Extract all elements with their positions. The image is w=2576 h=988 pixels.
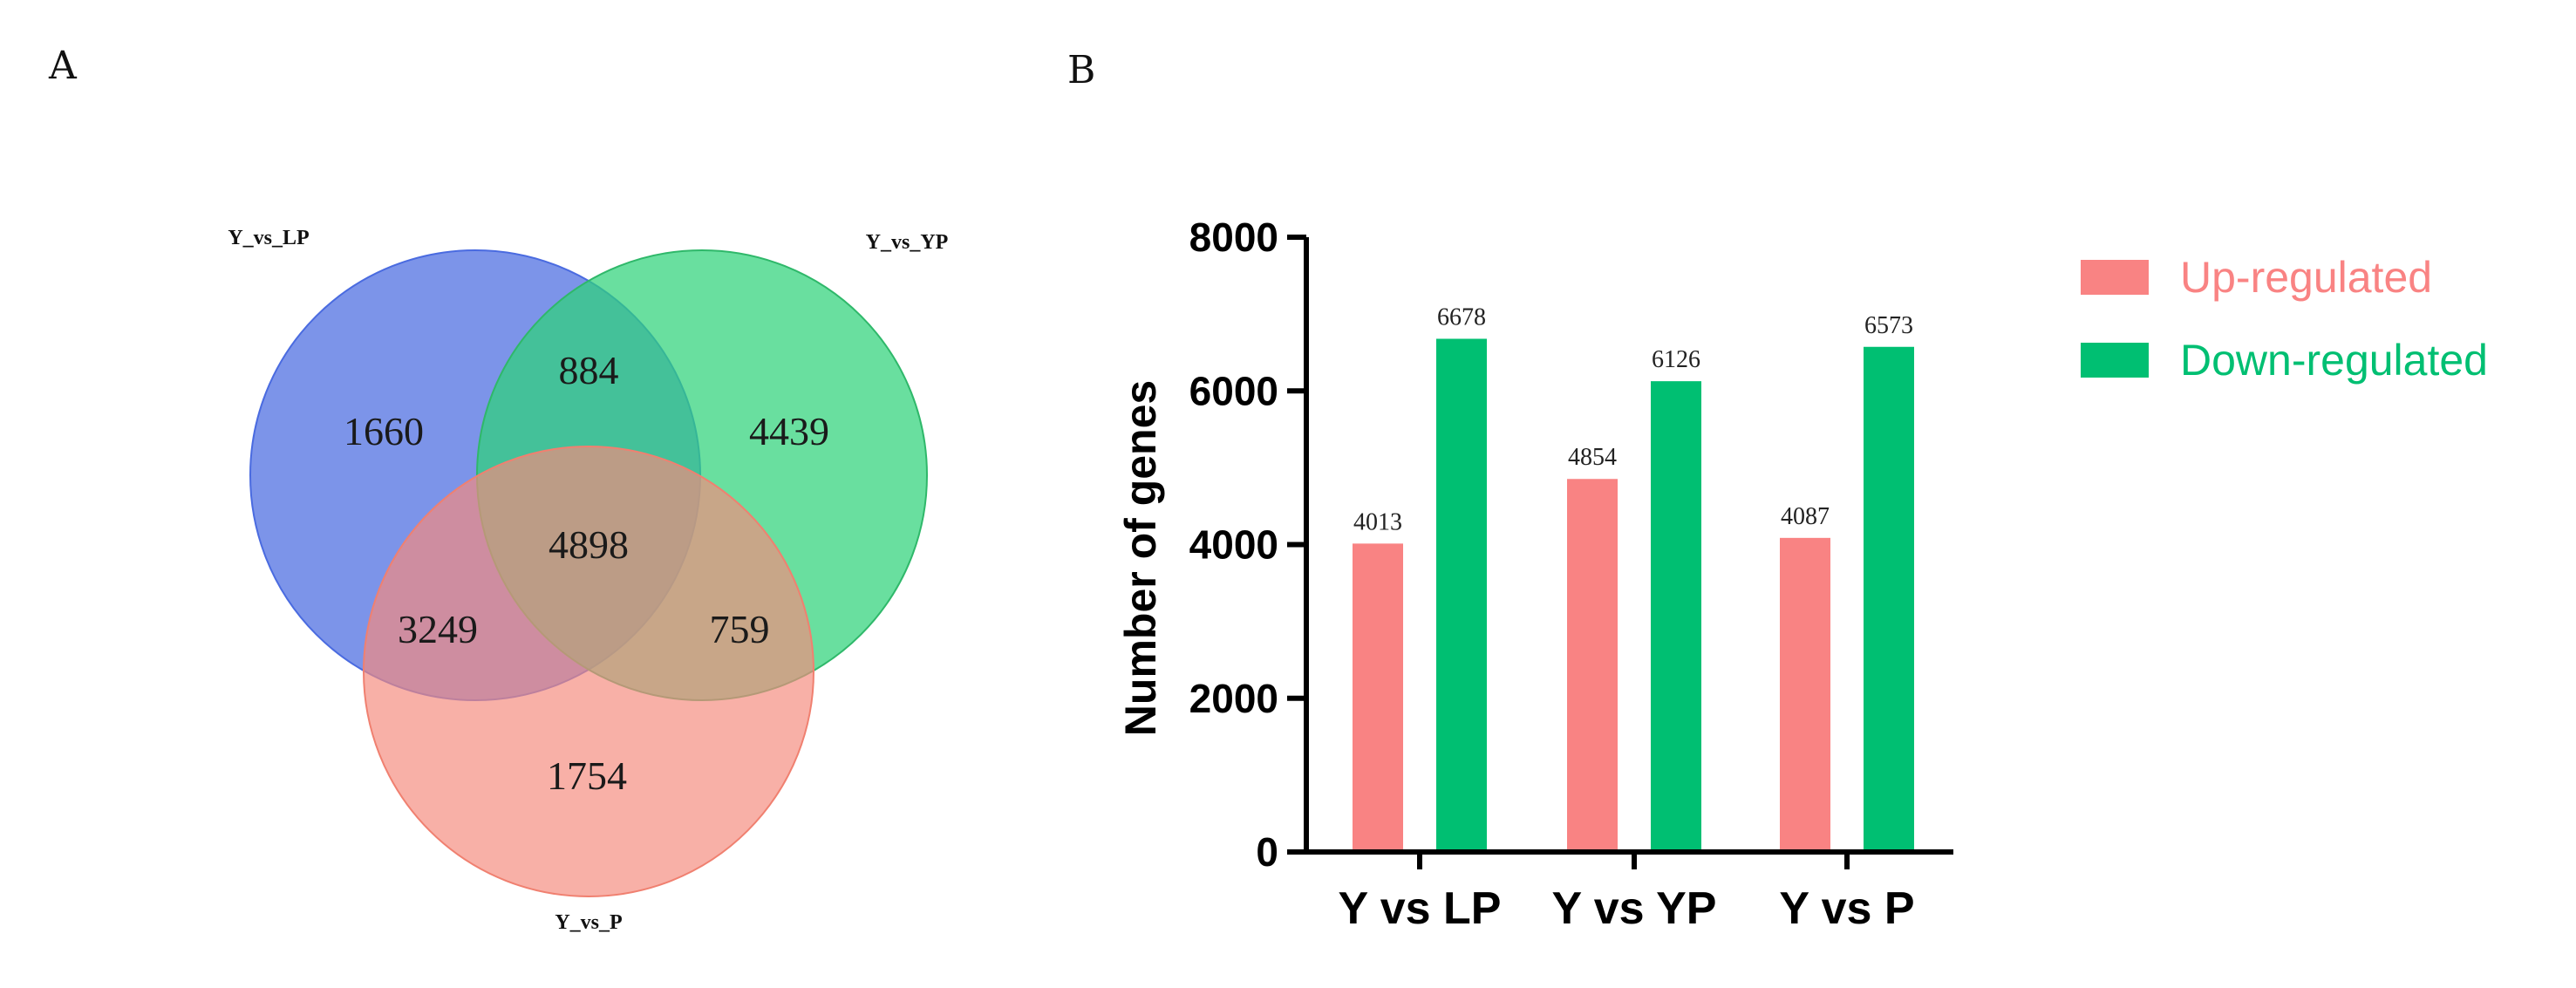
x-category-label: Y vs LP [1339,883,1502,934]
y-tick-label: 6000 [1189,368,1278,413]
y-tick-label: 4000 [1189,522,1278,568]
panel-label-b: B [1067,48,1096,92]
venn-set-label-y-vs-yp: Y_vs_YP [866,231,949,254]
bar-up-regulated [1353,543,1403,852]
y-tick-label: 0 [1256,829,1278,875]
bar-value-label: 4013 [1353,508,1402,535]
bar-value-label: 6573 [1864,312,1913,339]
y-axis-label: Number of genes [1116,380,1165,736]
y-axis: 0 2000 4000 6000 8000 [1189,215,1309,875]
bar-up-regulated [1780,537,1830,852]
bar-up-regulated [1567,479,1618,852]
bar-value-label: 4854 [1568,444,1617,471]
venn-region-yp-only: 4439 [749,409,829,453]
venn-region-p-only: 1754 [547,753,627,798]
bar-value-label: 6126 [1652,346,1700,373]
legend-label: Up-regulated [2180,253,2432,302]
venn-region-yp-p: 759 [710,607,770,651]
legend-label: Down-regulated [2180,336,2488,385]
legend: Up-regulated Down-regulated [2081,253,2488,385]
venn-set-label-y-vs-p: Y_vs_P [555,911,622,934]
bar-chart: Number of genes 0 2000 4000 6000 8000 4013 66… [1116,215,1953,934]
x-category-label: Y vs YP [1552,883,1717,934]
x-category-label: Y vs P [1779,883,1914,934]
bar-down-regulated [1864,346,1914,852]
panel-label-a: A [49,44,77,88]
y-tick-label: 8000 [1189,215,1278,260]
bar-value-label: 6678 [1437,304,1486,331]
x-axis: Y vs LP Y vs YP Y vs P [1304,849,1953,934]
venn-region-lp-only: 1660 [344,409,424,453]
venn-diagram: Y_vs_LP Y_vs_YP Y_vs_P 1660 4439 1754 88… [228,227,948,934]
bar-down-regulated [1436,338,1487,853]
venn-circle-y-vs-p [363,446,814,897]
bar-down-regulated [1651,381,1701,852]
legend-swatch [2081,343,2149,378]
venn-region-lp-yp: 884 [559,348,619,392]
bars: 4013 6678 4854 6126 4087 6573 [1353,304,1914,853]
venn-region-all: 4898 [549,522,629,567]
legend-swatch [2081,260,2149,295]
bar-value-label: 4087 [1781,503,1830,530]
y-tick-label: 2000 [1189,676,1278,721]
venn-region-lp-p: 3249 [398,607,478,651]
venn-set-label-y-vs-lp: Y_vs_LP [228,227,309,249]
